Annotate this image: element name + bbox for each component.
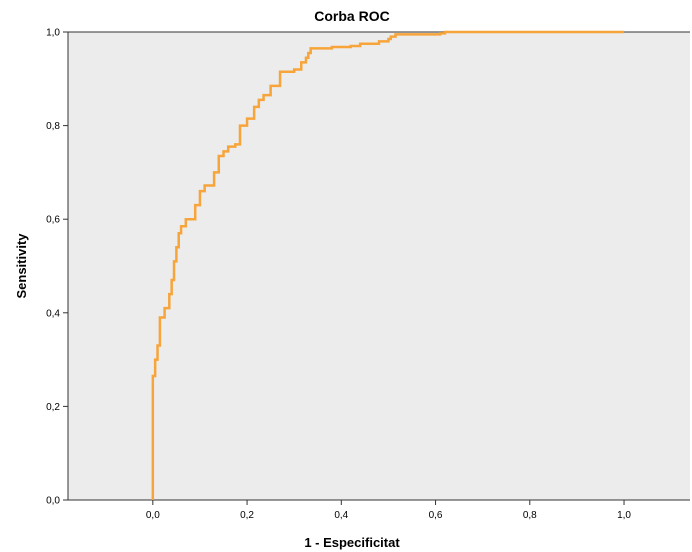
x-axis-label: 1 - Especificitat [304,535,400,550]
plot-area [68,32,690,500]
y-tick-label: 1,0 [46,28,60,39]
y-tick-label: 0,0 [46,496,60,507]
roc-curve-line [151,30,625,500]
x-tick-label: 1,0 [617,510,631,521]
x-tick-label: 0,0 [146,510,160,521]
x-tick-label: 0,2 [240,510,254,521]
y-tick-label: 0,6 [46,215,60,226]
y-tick-label: 0,8 [46,121,60,132]
x-tick-label: 0,4 [334,510,348,521]
y-axis-label: Sensitivity [14,233,29,299]
x-tick-label: 0,8 [523,510,537,521]
y-tick-label: 0,2 [46,402,60,413]
axis-ticks: 0,0 0,2 0,4 0,6 0,8 1,0 0,0 0,2 0,4 0,6 0,8 1,0 [46,28,631,522]
chart-title: Corba ROC [314,8,389,24]
y-tick-label: 0,4 [46,308,60,319]
x-tick-label: 0,6 [429,510,443,521]
